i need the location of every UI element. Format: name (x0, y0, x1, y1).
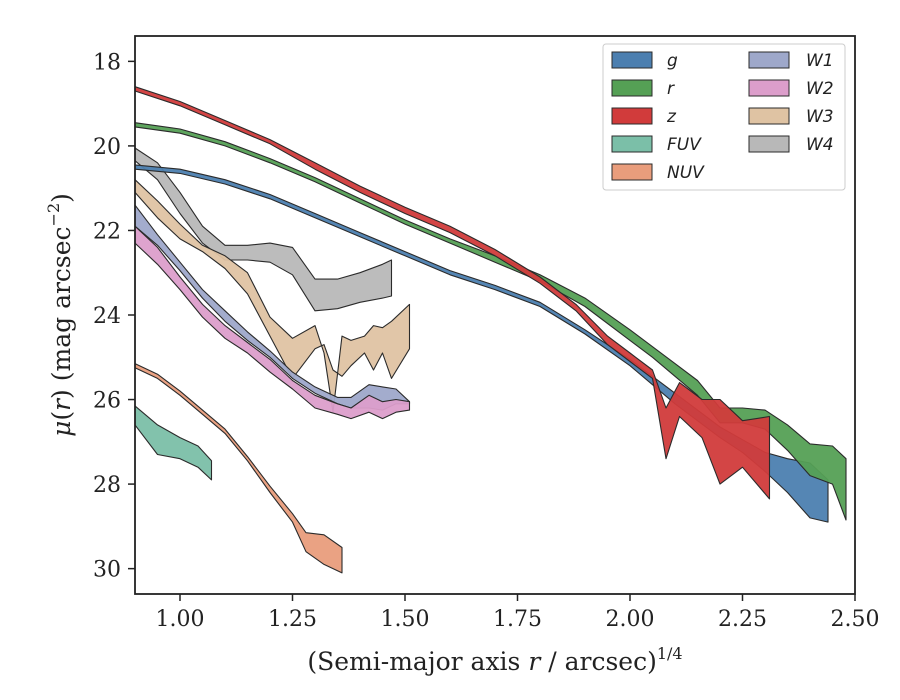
legend-swatch-w3 (748, 107, 790, 125)
y-tick-label: 20 (93, 135, 121, 160)
legend-label-w3: W3 (806, 107, 834, 127)
legend-label-w1: W1 (806, 51, 834, 71)
legend-label-r: r (667, 79, 675, 99)
x-axis-ticks: 1.00 1.25 1.50 1.75 2.00 2.25 2.50 (156, 594, 880, 632)
y-axis-title-sup: −2 (44, 203, 63, 227)
y-tick-label: 30 (93, 558, 121, 583)
legend-swatch-w1 (748, 51, 790, 69)
x-axis-title: (Semi-major axis r / arcsec)1/4 (307, 644, 682, 676)
x-axis-title-var: r (528, 647, 542, 676)
x-axis-title-main: (Semi-major axis (307, 647, 528, 676)
legend-label-w4: W4 (806, 135, 834, 155)
legend-swatch-nuv (611, 163, 653, 181)
y-axis-title-var: r (47, 397, 76, 411)
y-tick-label: 24 (93, 304, 121, 329)
legend-label-z: z (666, 107, 677, 127)
y-tick-label: 28 (93, 473, 121, 498)
x-tick-label: 2.25 (718, 607, 767, 632)
legend-swatch-z (611, 107, 653, 125)
x-tick-label: 1.75 (493, 607, 542, 632)
y-tick-label: 18 (93, 50, 121, 75)
band-nuv (134, 363, 343, 574)
x-tick-label: 2.00 (606, 607, 655, 632)
band-w3 (134, 179, 411, 413)
legend-swatch-g (611, 51, 653, 69)
x-axis-title-rest: / arcsec) (540, 647, 657, 676)
y-axis-title: μ(r) (mag arcsec−2) (44, 193, 76, 437)
y-axis-title-rest: ) (mag arcsec (47, 226, 76, 399)
band-z (134, 86, 771, 500)
band-g (134, 164, 829, 523)
x-tick-label: 1.25 (268, 607, 317, 632)
y-tick-label: 26 (93, 389, 121, 414)
x-tick-label: 1.50 (381, 607, 430, 632)
y-tick-label: 22 (93, 219, 121, 244)
x-tick-label: 1.00 (156, 607, 205, 632)
y-axis-title-mu: μ (47, 421, 76, 437)
x-axis-title-sup: 1/4 (657, 644, 683, 663)
band-fuv (134, 405, 213, 481)
legend: grz FUV NUV W1 W2 W3 W4 (602, 43, 846, 191)
legend-swatch-w2 (748, 79, 790, 97)
legend-label-w2: W2 (806, 79, 834, 99)
series-bands (134, 86, 847, 574)
x-tick-label: 2.50 (831, 607, 880, 632)
y-axis-title-paren: ( (47, 411, 76, 421)
legend-label-g: g (667, 51, 678, 71)
band-r (134, 122, 847, 521)
legend-label-nuv: NUV (667, 163, 705, 183)
legend-swatch-fuv (611, 135, 653, 153)
band-w2 (134, 225, 411, 420)
y-axis-title-close: ) (47, 193, 76, 203)
legend-swatch-r (611, 79, 653, 97)
legend-swatch-w4 (748, 135, 790, 153)
y-axis-ticks: 18 20 22 24 26 28 30 (93, 50, 135, 583)
legend-label-fuv: FUV (667, 135, 702, 155)
